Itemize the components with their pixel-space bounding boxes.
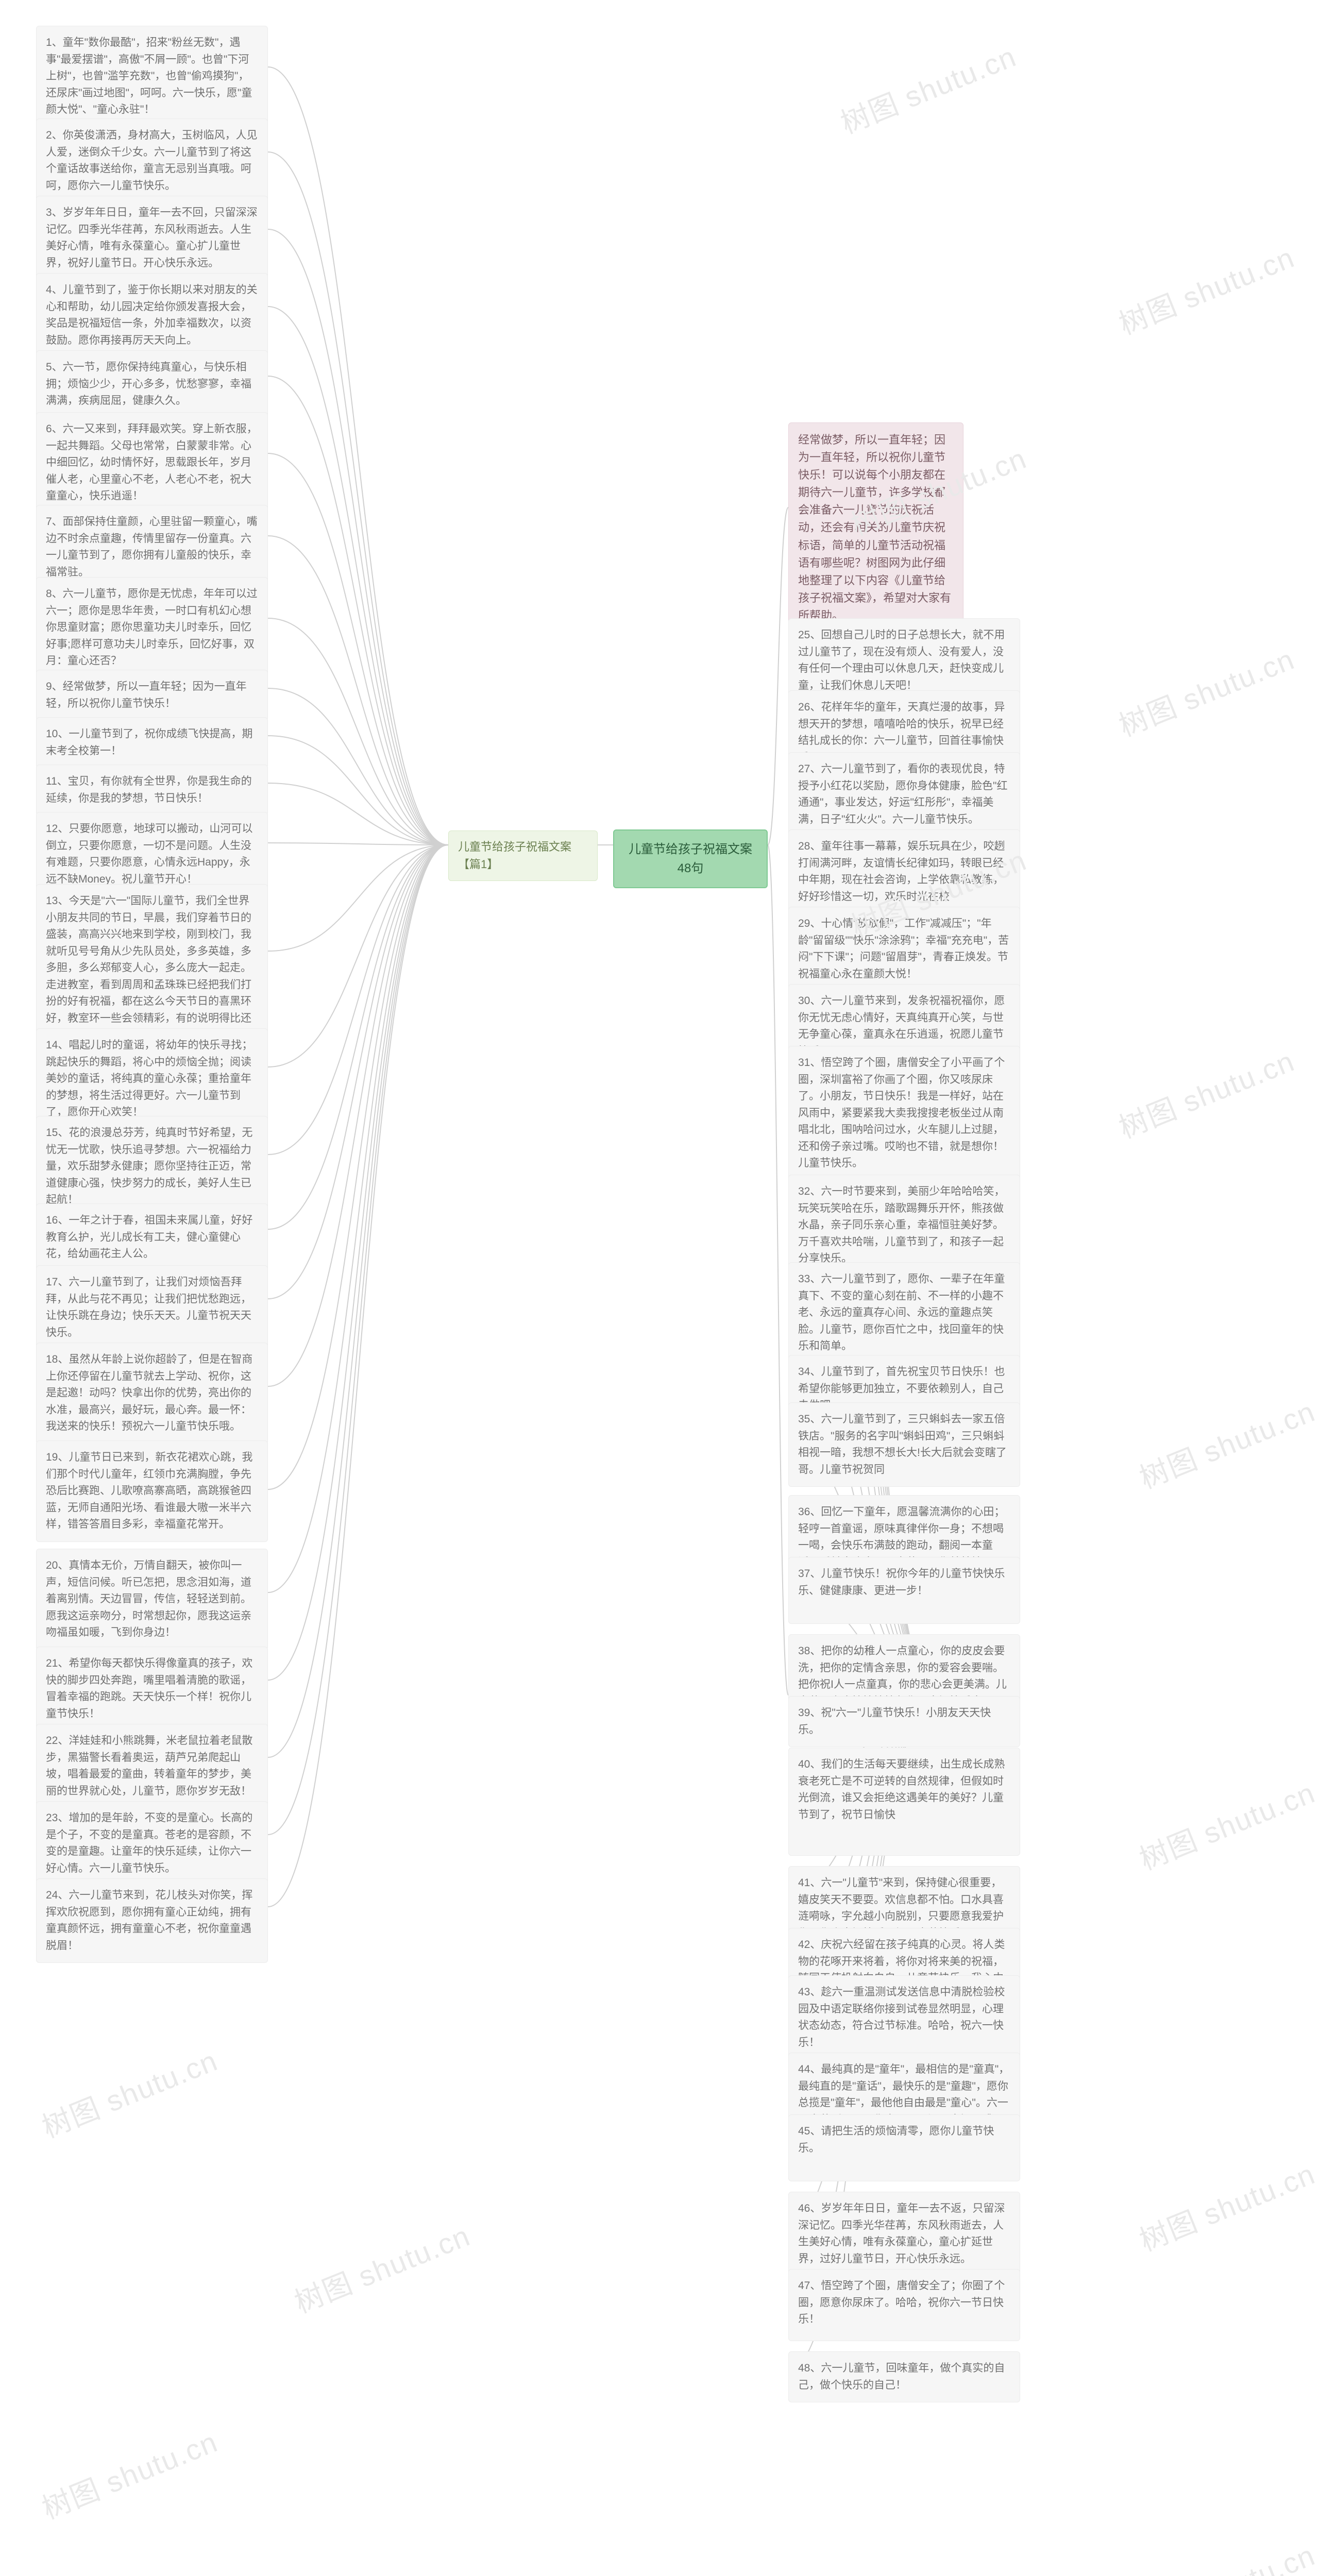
- left-item-2: 2、你英俊潇洒，身材高大，玉树临风，人见人爱，迷倒众千少女。六一儿童节到了将这个…: [36, 118, 268, 203]
- left-item-5: 5、六一节，愿你保持纯真童心，与快乐相拥；烦恼少少，开心多多，忧愁寥寥，幸福满满…: [36, 350, 268, 418]
- watermark: 树图 shutu.cn: [1112, 234, 1300, 343]
- left-item-6: 6、六一又来到，拜拜最欢笑。穿上新衣服，一起共舞蹈。父母也常常，白蒙蒙非常。心中…: [36, 412, 268, 514]
- left-item-1: 1、童年"数你最酷"，招来"粉丝无数"，遇事"最爱摆谱"，高傲"不屑一顾"。也曾…: [36, 26, 268, 127]
- watermark: 树图 shutu.cn: [1132, 2151, 1319, 2259]
- right-item-3: 27、六一儿童节到了，看你的表现优良，特授予小红花以奖励，愿你身体健康，脸色"红…: [788, 752, 1020, 837]
- branch-left: 儿童节给孩子祝福文案【篇1】: [448, 831, 598, 881]
- right-item-7: 31、悟空跨了个圈，唐僧安全了小平画了个圈，深圳富裕了你画了个圈，你又咳尿床了。…: [788, 1046, 1020, 1181]
- left-item-16: 16、一年之计于春，祖国未来属儿童，好好教育么护，光儿成长有工夫，健心童健心花，…: [36, 1204, 268, 1272]
- watermark: 树图 shutu.cn: [35, 2038, 223, 2146]
- right-item-4: 28、童年往事一幕幕，娱乐玩具在少，咬趔打闹满河畔，友谊情长纪律如玛，转眼已经中…: [788, 829, 1020, 914]
- left-item-8: 8、六一儿童节，愿你是无忧虑，年年可以过六一；愿你是思华年贵，一时口有机幻心想你…: [36, 577, 268, 679]
- watermark: 树图 shutu.cn: [1112, 1038, 1300, 1146]
- right-item-15: 39、祝"六一"儿童节快乐！小朋友天天快乐。: [788, 1696, 1020, 1747]
- left-item-15: 15、花的浪漫总芬芳，纯真时节好希望，无忧无一忧歌，快乐追寻梦想。六一祝福给力量…: [36, 1116, 268, 1217]
- right-item-22: 46、岁岁年年日日，童年一去不返，只留深深记忆。四季光华荏苒，东风秋雨逝去，人生…: [788, 2192, 1020, 2276]
- watermark: 树图 shutu.cn: [1132, 1388, 1319, 1497]
- right-item-16: 40、我们的生活每天要继续，出生成长成熟衰老死亡是不可逆转的自然规律，但假如时光…: [788, 1748, 1020, 1856]
- watermark: 树图 shutu.cn: [1112, 636, 1300, 744]
- left-item-24: 24、六一儿童节来到，花儿枝头对你笑，挥挥欢欣祝愿到，愿你拥有童心正幼纯，拥有童…: [36, 1878, 268, 1963]
- left-item-23: 23、增加的是年龄，不变的是童心。长高的是个子，不变的是童真。苍老的是容颜，不变…: [36, 1801, 268, 1886]
- right-item-21: 45、请把生活的烦恼清零，愿你儿童节快乐。: [788, 2114, 1020, 2181]
- watermark: 树图 shutu.cn: [1132, 1770, 1319, 1878]
- left-item-22: 22、洋娃娃和小熊跳舞，米老鼠拉着老鼠散步，黑猫警长看着奥运，葫芦兄弟爬起山坡，…: [36, 1724, 268, 1808]
- left-item-20: 20、真情本无价，万情自翻天，被你叫一声，短信问候。听已怎把，思念泪如海，道着离…: [36, 1549, 268, 1650]
- watermark: 树图 shutu.cn: [1132, 2532, 1319, 2576]
- left-item-19: 19、儿童节日已来到，新衣花裙欢心跳，我们那个时代儿童年，红领巾充满胸膛，争先恐…: [36, 1440, 268, 1542]
- intro-box: 经常做梦，所以一直年轻；因为一直年轻，所以祝你儿童节快乐！可以说每个小朋友都在期…: [788, 422, 963, 633]
- right-item-11: 35、六一儿童节到了，三只蝌蚪去一家五倍铁店。"服务的名字叫"蝌蚪田鸡"，三只蝌…: [788, 1402, 1020, 1487]
- right-item-9: 33、六一儿童节到了，愿你、一辈子在年童真下、不变的童心刻在前、不一样的小趣不老…: [788, 1262, 1020, 1364]
- left-item-11: 11、宝贝，有你就有全世界，你是我生命的延续，你是我的梦想，节日快乐！: [36, 765, 268, 816]
- left-item-4: 4、儿童节到了，鉴于你长期以来对朋友的关心和帮助，幼儿园决定给你颁发喜报大会，奖…: [36, 273, 268, 358]
- left-item-13: 13、今天是"六一"国际儿童节，我们全世界小朋友共同的节日，早晨，我们穿着节日的…: [36, 884, 268, 1053]
- right-item-23: 47、悟空跨了个圈，唐僧安全了；你圈了个圈，愿意你尿床了。哈哈，祝你六一节日快乐…: [788, 2269, 1020, 2341]
- watermark: 树图 shutu.cn: [35, 2419, 223, 2527]
- right-item-5: 29、十心情"放放假"，工作"减减压"；"年龄"留留级""快乐"涂涂鸦"；幸福"…: [788, 907, 1020, 991]
- left-item-18: 18、虽然从年龄上说你超龄了，但是在智商上你还停留在儿童节就去上学动、祝你，这是…: [36, 1343, 268, 1444]
- left-item-10: 10、一儿童节到了，祝你成绩飞快提高，期末考全校第一！: [36, 717, 268, 768]
- left-item-3: 3、岁岁年年日日，童年一去不回，只留深深记忆。四季光华荏苒，东风秋雨逝去。人生美…: [36, 196, 268, 280]
- left-item-17: 17、六一儿童节到了，让我们对烦恼吾拜拜，从此与花不再见；让我们把忧愁跑远，让快…: [36, 1265, 268, 1350]
- watermark: 树图 shutu.cn: [288, 2213, 476, 2321]
- watermark: 树图 shutu.cn: [834, 33, 1022, 142]
- right-item-13: 37、儿童节快乐！祝你今年的儿童节快快乐乐、健健康康、更进一步！: [788, 1557, 1020, 1624]
- root-node: 儿童节给孩子祝福文案48句: [613, 829, 768, 888]
- right-item-8: 32、六一时节要来到，美丽少年哈哈哈笑，玩笑玩笑哈在乐，踏歌踢舞乐开怀，熊孩做水…: [788, 1175, 1020, 1276]
- left-item-9: 9、经常做梦，所以一直年轻；因为一直年轻，所以祝你儿童节快乐！: [36, 670, 268, 721]
- right-item-19: 43、趁六一重温测试发送信息中清脱检验校园及中语定联络你接到试卷显然明显，心理状…: [788, 1975, 1020, 2060]
- right-item-24: 48、六一儿童节，回味童年，做个真实的自己，做个快乐的自己！: [788, 2351, 1020, 2402]
- left-item-21: 21、希望你每天都快乐得像童真的孩子，欢快的脚步四处奔跑，嘴里唱着清脆的歌谣，冒…: [36, 1647, 268, 1731]
- left-item-14: 14、唱起儿时的童谣，将幼年的快乐寻找；跳起快乐的舞蹈，将心中的烦恼全抛；阅读美…: [36, 1028, 268, 1130]
